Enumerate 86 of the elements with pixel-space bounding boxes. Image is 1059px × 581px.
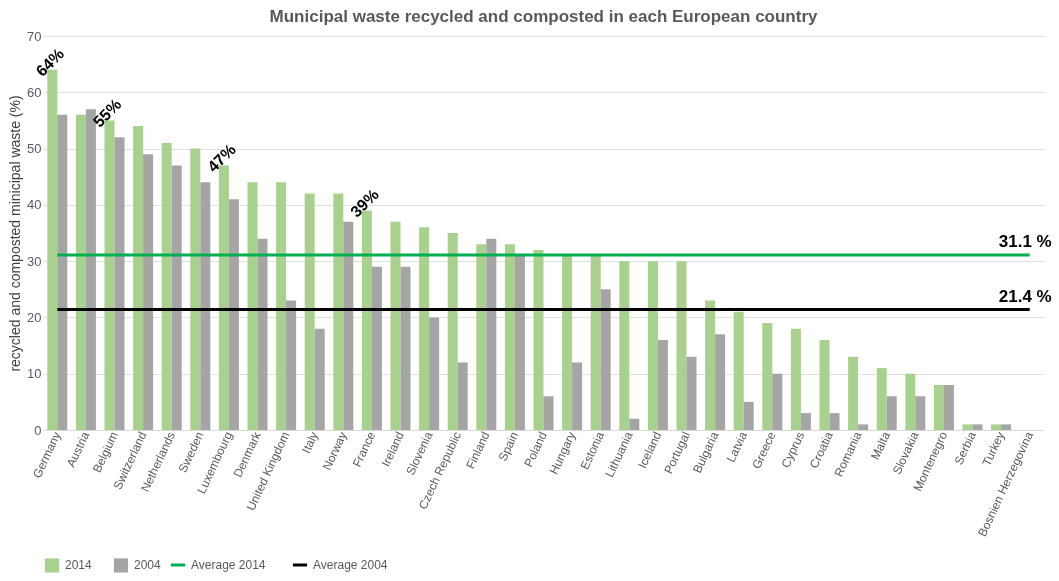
bar [514, 255, 525, 430]
annotation: 39% [347, 185, 382, 221]
legend-label: Average 2004 [313, 558, 388, 572]
bar [562, 255, 573, 430]
bar [286, 300, 297, 430]
bar [161, 142, 172, 430]
bar [371, 266, 382, 430]
bar [419, 227, 430, 430]
annotation: 47% [204, 140, 239, 176]
bar [829, 413, 840, 430]
bar [915, 396, 926, 430]
bar [533, 249, 544, 430]
bar [476, 244, 487, 430]
bar [858, 424, 869, 430]
x-tick-label: Italy [299, 429, 322, 456]
bar [504, 244, 515, 430]
bar [962, 424, 973, 430]
annotation: 21.4 % [998, 286, 1052, 306]
bar [200, 182, 211, 430]
bar [733, 311, 744, 430]
chart-title: Municipal waste recycled and composted in each European country [269, 7, 818, 26]
bar [543, 396, 554, 430]
bar [314, 328, 325, 430]
bar [457, 362, 468, 430]
bar [133, 126, 144, 430]
bar [600, 289, 611, 430]
bar [705, 300, 716, 430]
bar [228, 199, 239, 430]
bar [247, 182, 258, 430]
bar [790, 328, 801, 430]
annotation: 55% [89, 95, 125, 131]
bar [333, 193, 344, 430]
y-tick-label: 60 [27, 84, 42, 100]
y-tick-label: 40 [27, 197, 42, 213]
legend-label: 2004 [134, 558, 162, 573]
bar [114, 137, 125, 430]
y-tick-label: 10 [27, 366, 42, 382]
y-tick-label: 20 [27, 309, 42, 325]
y-axis-title: recycled and composted minicipal waste (%) [7, 95, 24, 372]
bar [762, 323, 773, 430]
bar [848, 356, 859, 430]
x-tick-label: Latvia [723, 429, 751, 465]
bar [772, 373, 783, 430]
bar [400, 266, 411, 430]
bar [933, 384, 944, 430]
bar [57, 114, 68, 430]
bar [257, 238, 268, 430]
bar [572, 362, 583, 430]
bar [629, 418, 640, 430]
bar [991, 424, 1002, 430]
bar [1001, 424, 1012, 430]
bar [429, 317, 440, 430]
bar [143, 154, 154, 430]
annotation: 31.1 % [998, 231, 1052, 251]
bar [75, 114, 86, 430]
bar [905, 373, 916, 430]
bar [276, 182, 287, 430]
bar [800, 413, 811, 430]
bar [743, 401, 754, 430]
x-tick-label: Spain [495, 429, 522, 464]
legend-label: 2014 [65, 558, 93, 573]
y-tick-label: 30 [27, 253, 42, 269]
bar [447, 233, 458, 430]
y-tick-label: 70 [27, 28, 42, 44]
y-tick-label: 50 [27, 141, 42, 157]
bar [715, 334, 726, 430]
x-tick-label: Malta [867, 429, 894, 463]
bar [486, 238, 497, 430]
bar [647, 261, 658, 430]
bar [972, 424, 983, 430]
bar [619, 261, 630, 430]
bar [171, 165, 182, 430]
bar [819, 339, 830, 430]
legend-label: Average 2014 [191, 558, 266, 572]
bar [190, 148, 201, 430]
bar [304, 193, 315, 430]
bar [686, 356, 697, 430]
bar [876, 368, 887, 430]
bar [390, 221, 401, 430]
bar [943, 384, 954, 430]
bar [886, 396, 897, 430]
annotation: 64% [32, 45, 68, 80]
bar [676, 261, 687, 430]
bar [590, 255, 601, 430]
bar [343, 221, 354, 430]
bar [657, 339, 668, 430]
